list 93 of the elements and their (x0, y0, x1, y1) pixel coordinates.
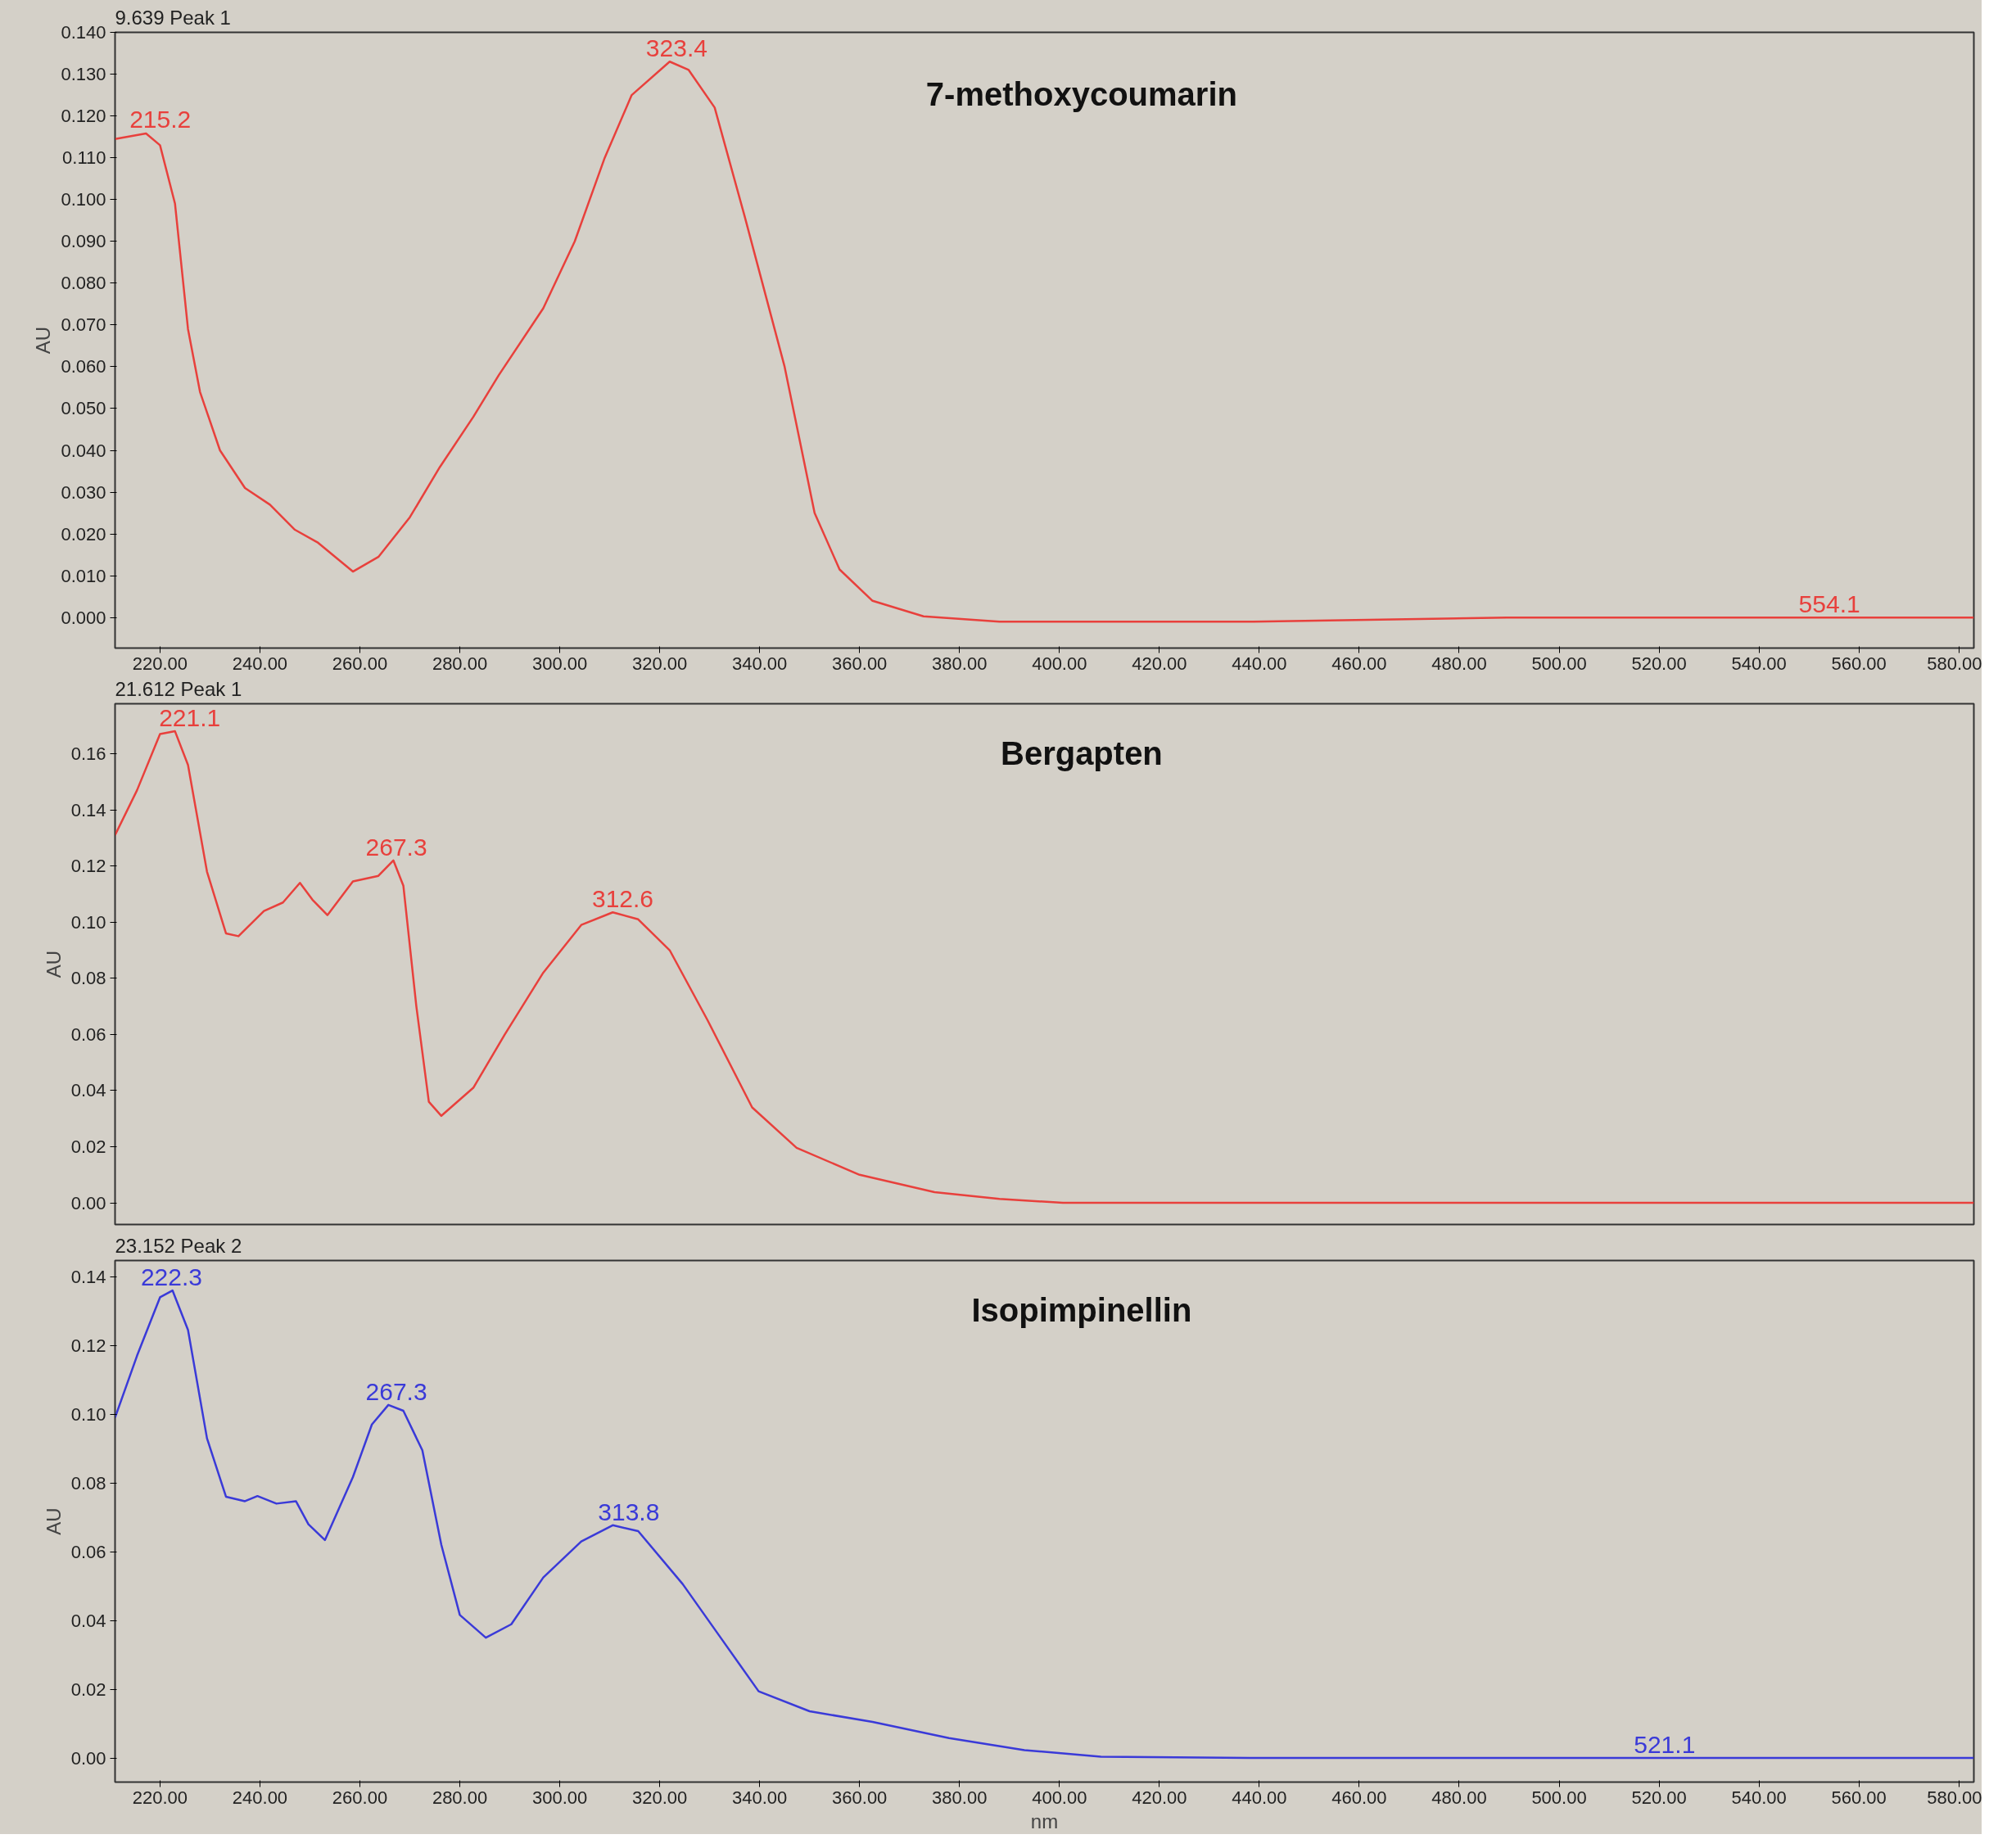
x-tick-label: 580.00 (1927, 653, 1982, 674)
annotation: 7-methoxycoumarin (925, 76, 1237, 113)
x-tick-label: 560.00 (1831, 653, 1887, 674)
y-tick-label: 0.130 (61, 64, 106, 85)
x-tick-label: 320.00 (631, 1787, 688, 1808)
y-tick-label: 0.000 (61, 607, 106, 628)
y-tick-label: 0.040 (61, 440, 106, 461)
y-tick-label: 0.06 (70, 1023, 106, 1045)
x-tick-label: 220.00 (132, 653, 188, 674)
x-tick-label: 420.00 (1132, 653, 1187, 674)
y-tick-label: 0.00 (70, 1192, 106, 1213)
annotation: Bergapten (1000, 735, 1163, 772)
x-tick-label: 240.00 (232, 1787, 288, 1808)
x-tick-label: 460.00 (1331, 653, 1387, 674)
y-tick-label: 0.12 (70, 856, 106, 877)
x-tick-label: 240.00 (232, 653, 288, 674)
x-tick-label: 520.00 (1631, 1787, 1687, 1808)
y-tick-label: 0.06 (70, 1541, 106, 1562)
annotation: 313.8 (598, 1498, 660, 1525)
y-tick-label: 0.140 (61, 22, 106, 43)
x-tick-label: 500.00 (1531, 1787, 1587, 1808)
y-tick-label: 0.110 (62, 147, 106, 169)
x-tick-label: 380.00 (932, 1787, 988, 1808)
annotation: 312.6 (591, 885, 654, 913)
x-tick-label: 340.00 (732, 653, 788, 674)
y-tick-label: 0.12 (70, 1335, 106, 1356)
x-tick-label: 560.00 (1831, 1787, 1887, 1808)
y-tick-label: 0.00 (70, 1747, 106, 1769)
x-tick-label: 300.00 (531, 653, 588, 674)
annotation: 267.3 (365, 1377, 427, 1405)
y-tick-label: 0.10 (70, 1403, 106, 1425)
x-tick-label: 420.00 (1132, 1787, 1187, 1808)
x-tick-label: 220.00 (132, 1787, 188, 1808)
y-axis-title: AU (32, 326, 55, 355)
y-tick-label: 0.020 (61, 523, 106, 544)
y-tick-label: 0.04 (70, 1080, 106, 1101)
annotation: 222.3 (140, 1263, 202, 1291)
line-series (115, 1289, 1974, 1760)
x-tick-label: 540.00 (1731, 653, 1787, 674)
chart-title: 21.612 Peak 1 (115, 677, 242, 700)
y-tick-label: 0.10 (70, 911, 106, 933)
y-tick-label: 0.060 (61, 356, 106, 377)
x-tick-label: 320.00 (631, 653, 688, 674)
x-tick-label: 260.00 (332, 1787, 388, 1808)
y-tick-label: 0.04 (70, 1610, 106, 1631)
y-tick-label: 0.08 (70, 1472, 106, 1493)
x-tick-label: 480.00 (1431, 653, 1487, 674)
x-tick-label: 260.00 (332, 653, 388, 674)
chart-title: 23.152 Peak 2 (115, 1234, 242, 1257)
x-tick-label: 440.00 (1232, 653, 1287, 674)
y-tick-label: 0.02 (70, 1679, 106, 1700)
x-tick-label: 280.00 (432, 1787, 488, 1808)
x-tick-label: 520.00 (1631, 653, 1687, 674)
line-series (115, 730, 1974, 1204)
annotation: 521.1 (1634, 1731, 1696, 1759)
x-tick-label: 300.00 (531, 1787, 588, 1808)
y-tick-label: 0.16 (70, 743, 106, 765)
annotation: 215.2 (129, 106, 192, 133)
x-tick-label: 280.00 (432, 653, 488, 674)
x-axis-title: nm (1030, 1810, 1059, 1832)
y-tick-label: 0.010 (61, 565, 106, 586)
x-tick-label: 440.00 (1232, 1787, 1287, 1808)
chart-title: 9.639 Peak 1 (115, 6, 231, 29)
y-tick-label: 0.090 (61, 231, 106, 252)
y-tick-label: 0.070 (61, 314, 106, 336)
x-tick-label: 360.00 (832, 1787, 888, 1808)
annotation: 323.4 (645, 34, 707, 62)
y-tick-label: 0.080 (61, 273, 106, 294)
y-tick-label: 0.100 (61, 189, 106, 210)
y-tick-label: 0.08 (70, 968, 106, 989)
annotation: 267.3 (365, 833, 427, 861)
y-tick-label: 0.14 (70, 1266, 106, 1287)
annotation: 221.1 (159, 704, 221, 732)
y-tick-label: 0.120 (61, 106, 106, 127)
y-axis-title: AU (42, 1507, 65, 1535)
x-tick-label: 400.00 (1032, 653, 1087, 674)
x-tick-label: 480.00 (1431, 1787, 1487, 1808)
y-tick-label: 0.050 (61, 398, 106, 419)
x-tick-label: 540.00 (1731, 1787, 1787, 1808)
x-tick-label: 340.00 (732, 1787, 788, 1808)
x-tick-label: 400.00 (1032, 1787, 1087, 1808)
annotation: Isopimpinellin (971, 1292, 1192, 1329)
x-tick-label: 360.00 (832, 653, 888, 674)
y-axis-title: AU (42, 950, 65, 978)
x-tick-label: 460.00 (1331, 1787, 1387, 1808)
y-tick-label: 0.030 (61, 481, 106, 503)
annotation: 554.1 (1798, 590, 1860, 618)
x-tick-label: 580.00 (1927, 1787, 1982, 1808)
line-series (115, 60, 1974, 623)
y-tick-label: 0.02 (70, 1136, 106, 1158)
x-tick-label: 500.00 (1531, 653, 1587, 674)
y-tick-label: 0.14 (70, 799, 106, 820)
x-tick-label: 380.00 (932, 653, 988, 674)
